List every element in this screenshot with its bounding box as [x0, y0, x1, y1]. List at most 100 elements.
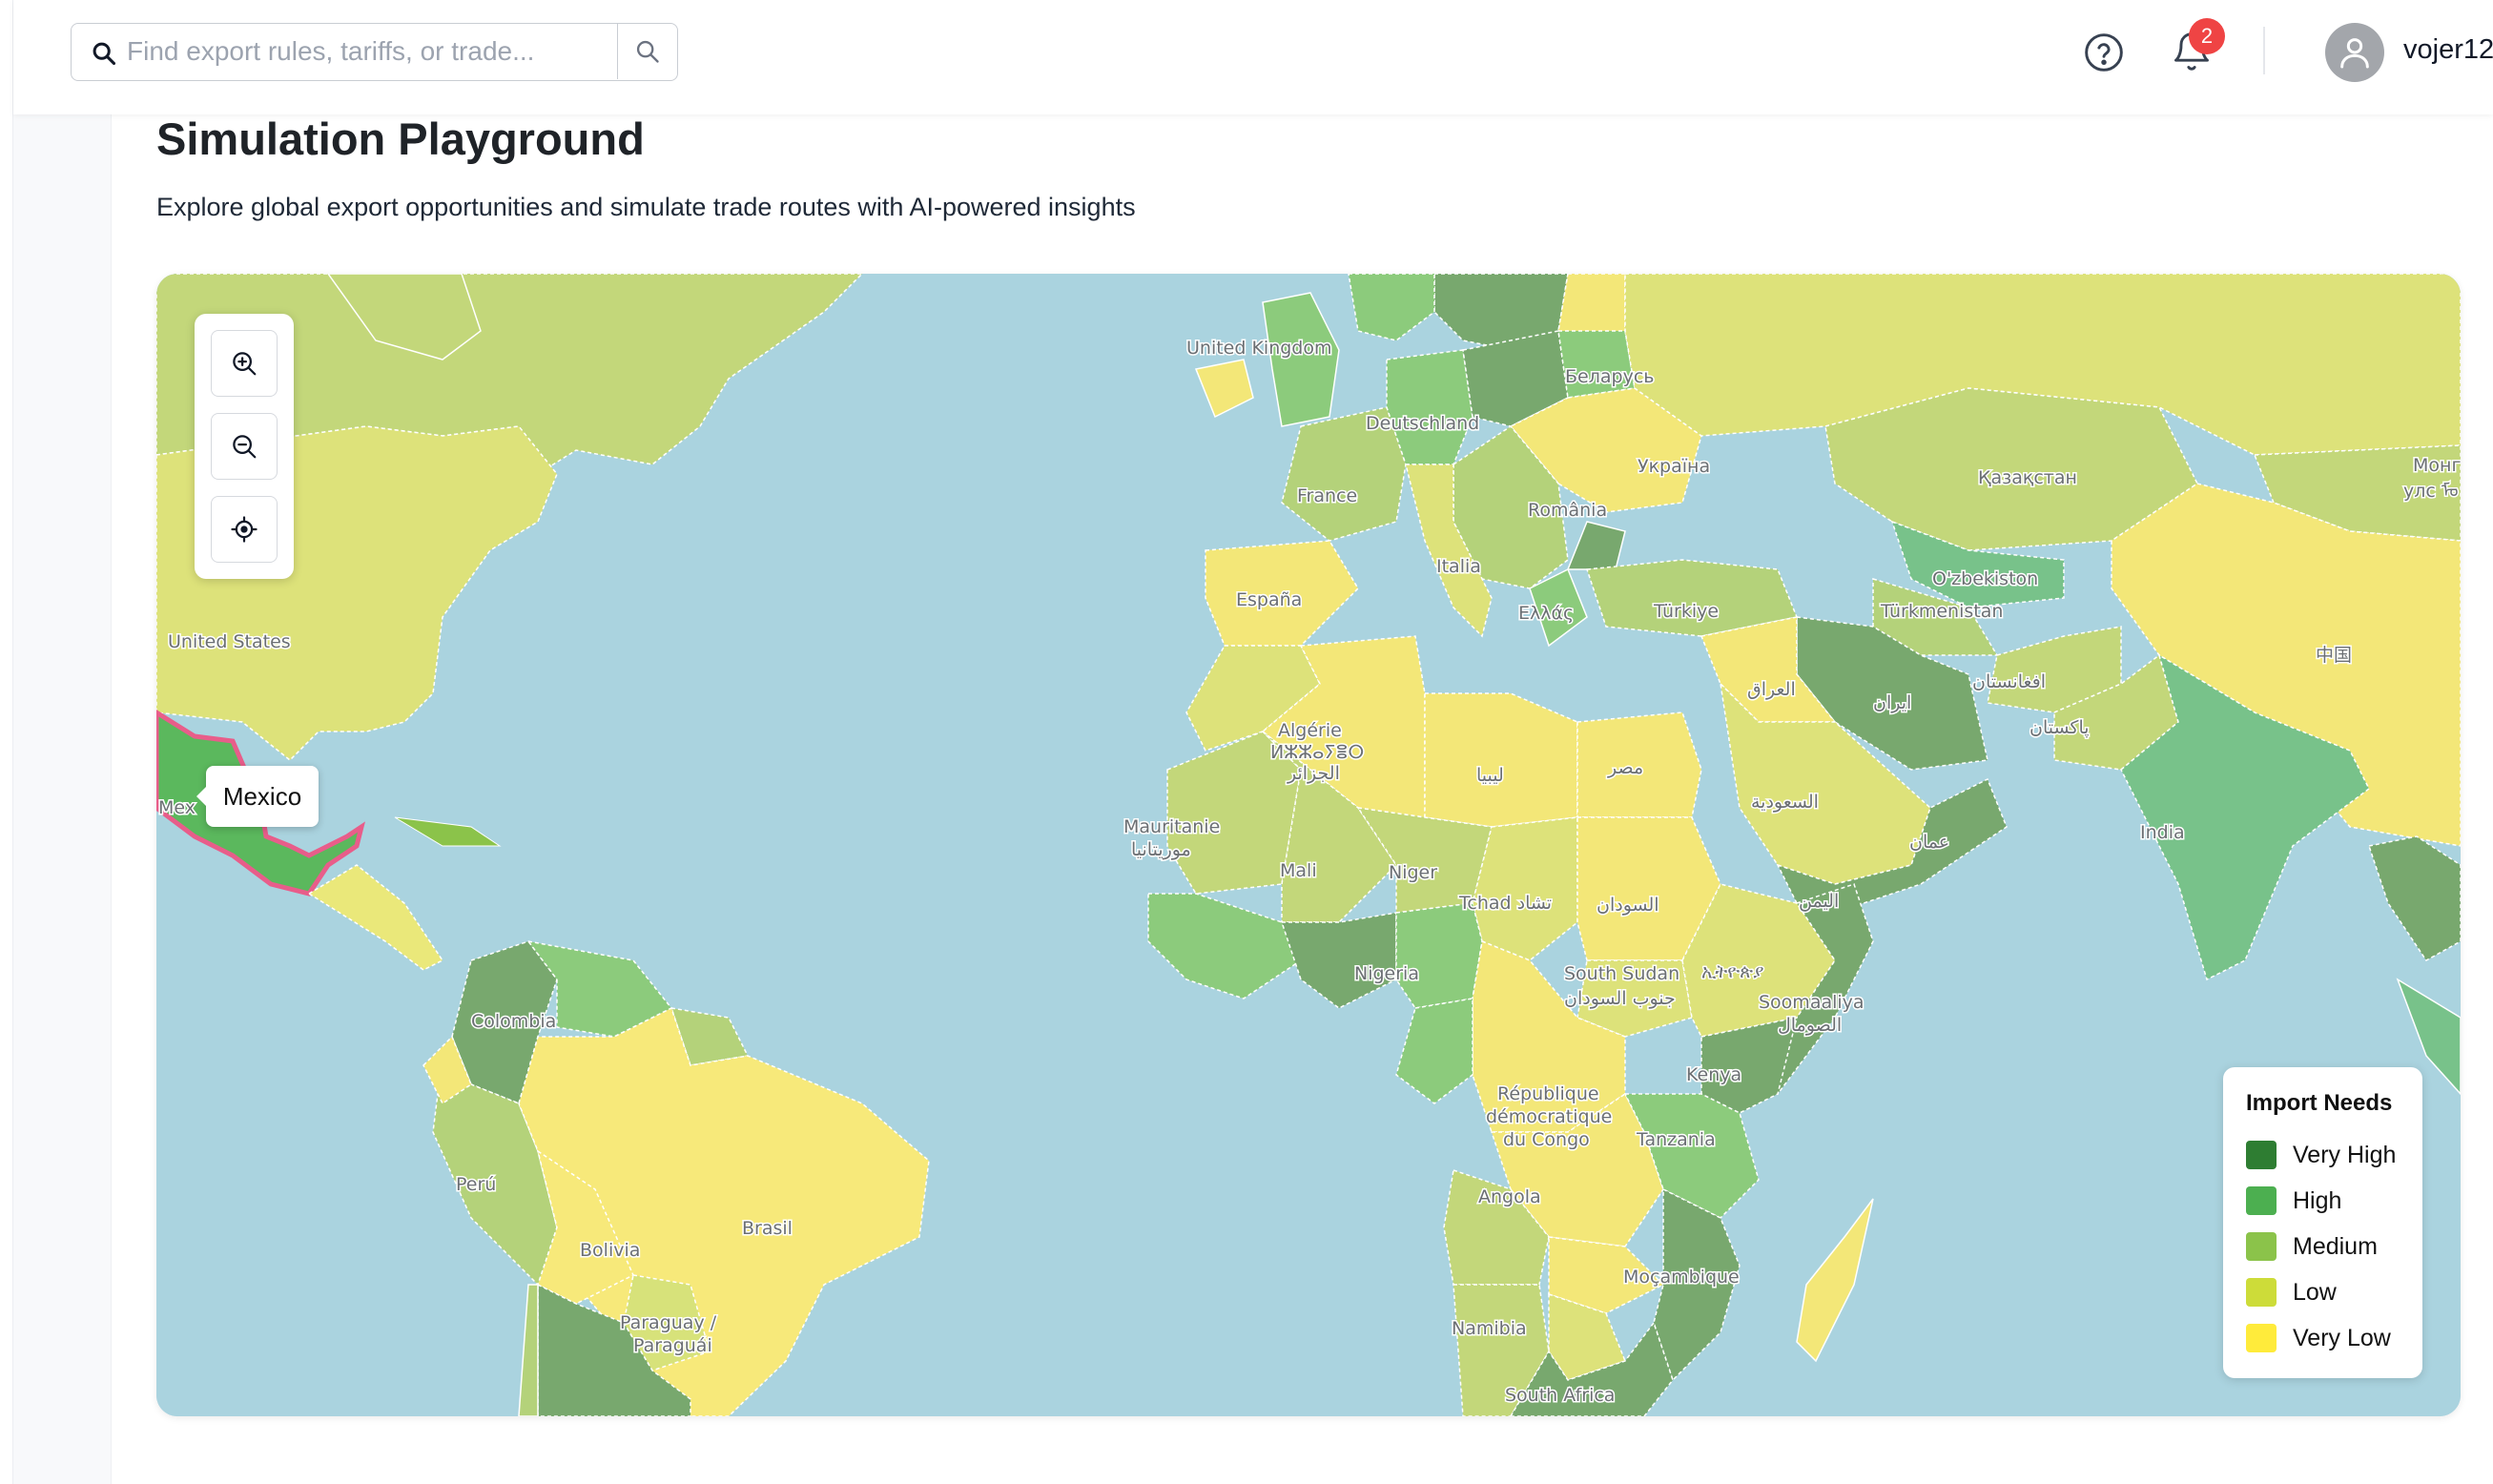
region-ecuador[interactable] — [422, 1035, 472, 1105]
zoom-in-icon — [233, 352, 257, 376]
region-greenland-area[interactable] — [327, 274, 482, 361]
legend-swatch — [2246, 1232, 2277, 1261]
region-chile-strip[interactable] — [518, 1284, 539, 1416]
legend-swatch — [2246, 1141, 2277, 1169]
map-label: South Sudan — [1564, 963, 1679, 984]
map-label: ليبيا — [1476, 765, 1504, 786]
region-niger[interactable] — [1356, 807, 1493, 914]
map-label: Беларусь — [1565, 366, 1654, 387]
region-caribbean[interactable] — [394, 816, 502, 847]
region-italy[interactable] — [1405, 464, 1493, 638]
region-uzbekistan[interactable] — [1890, 520, 2065, 608]
notification-badge: 2 — [2189, 18, 2225, 54]
legend-label: Very Low — [2293, 1324, 2391, 1351]
region-afghanistan[interactable] — [1987, 626, 2122, 713]
locate-icon — [231, 516, 258, 543]
map-label: Paraguái — [633, 1335, 712, 1356]
region-norway[interactable] — [1348, 274, 1435, 341]
region-saudi-arabia[interactable] — [1719, 681, 1931, 885]
map-label: 中国 — [2316, 645, 2352, 666]
legend-swatch — [2246, 1324, 2277, 1352]
region-turkmenistan[interactable] — [1872, 577, 1999, 656]
search-input[interactable] — [127, 31, 604, 72]
legend-item: Very High — [2246, 1140, 2396, 1170]
region-belarus[interactable] — [1557, 330, 1636, 399]
region-madagascar[interactable] — [1796, 1198, 1874, 1363]
map-label: Colombia — [471, 1011, 556, 1032]
region-china[interactable] — [2111, 483, 2461, 847]
legend: Import Needs Very High High Medium Low V… — [2223, 1067, 2422, 1378]
map-label: Namibia — [1452, 1318, 1527, 1339]
zoom-out-icon — [233, 435, 257, 459]
region-malaysia[interactable] — [2396, 978, 2461, 1096]
map-label: السودان — [1597, 895, 1659, 916]
map-label: Algérie — [1278, 720, 1342, 741]
map-label: Tchad تشاد — [1458, 893, 1552, 914]
map-label: الجزائر — [1287, 763, 1340, 784]
map-label: India — [2140, 822, 2185, 843]
region-mozambique[interactable] — [1653, 1187, 1741, 1382]
zoom-out-button[interactable] — [211, 413, 278, 480]
region-india[interactable] — [2120, 653, 2370, 981]
map-controls — [195, 314, 294, 579]
map-label: République — [1497, 1083, 1599, 1104]
map-label: Italia — [1436, 556, 1481, 577]
legend-item: Very Low — [2246, 1323, 2391, 1353]
help-button[interactable] — [2083, 31, 2125, 73]
region-egypt[interactable] — [1576, 711, 1702, 818]
locate-button[interactable] — [211, 496, 278, 563]
region-zambia[interactable] — [1548, 1236, 1665, 1314]
region-bolivia[interactable] — [536, 1149, 634, 1305]
zoom-in-button[interactable] — [211, 330, 278, 397]
help-icon — [2085, 33, 2123, 72]
map-label: السعودية — [1751, 792, 1819, 813]
region-venezuela[interactable] — [526, 939, 673, 1038]
region-paraguay[interactable] — [623, 1274, 711, 1371]
map-label: عمان — [1909, 832, 1949, 853]
region-germany[interactable] — [1386, 349, 1473, 465]
world-map[interactable]: United Kingdom Беларусь Deutschland Укра… — [156, 274, 2461, 1416]
region-south-sudan[interactable] — [1576, 959, 1693, 1038]
map-label: اليمن — [1799, 891, 1839, 912]
region-uk[interactable] — [1262, 292, 1340, 427]
legend-label: High — [2293, 1186, 2342, 1214]
left-rail — [0, 0, 13, 1484]
map-label: Mali — [1280, 860, 1317, 881]
map-label: Монг — [2413, 455, 2461, 476]
avatar[interactable] — [2325, 23, 2384, 82]
region-central-america[interactable] — [307, 864, 444, 971]
user-icon — [2340, 38, 2369, 69]
region-argentina-chile[interactable] — [537, 1283, 691, 1416]
map-label: Niger — [1389, 862, 1437, 883]
region-canada[interactable] — [156, 274, 864, 476]
region-sudan[interactable] — [1576, 816, 1721, 961]
legend-label: Low — [2293, 1278, 2337, 1306]
region-tanzania[interactable] — [1623, 1093, 1760, 1219]
map-label: ایران — [1873, 692, 1911, 713]
legend-title: Import Needs — [2246, 1090, 2393, 1116]
region-west-africa-coast[interactable] — [1147, 893, 1302, 1000]
region-kenya[interactable] — [1700, 1017, 1799, 1114]
region-south-africa[interactable] — [1510, 1321, 1674, 1416]
map-label: du Congo — [1503, 1129, 1590, 1150]
region-libya[interactable] — [1424, 692, 1578, 828]
map-tooltip: Mexico — [196, 766, 319, 827]
region-ireland[interactable] — [1194, 359, 1254, 419]
region-southeast-asia[interactable] — [2368, 835, 2461, 961]
map-label: Ελλάς — [1518, 603, 1574, 624]
search-button[interactable] — [617, 24, 677, 79]
region-greece[interactable] — [1529, 567, 1588, 648]
region-cameroon[interactable] — [1395, 998, 1473, 1104]
map-label: улс ᠮᠣ — [2403, 481, 2459, 502]
region-iran[interactable] — [1796, 616, 1988, 771]
legend-swatch — [2246, 1278, 2277, 1307]
region-nigeria[interactable] — [1395, 902, 1483, 1009]
map-label: Tanzania — [1636, 1129, 1716, 1150]
map-canvas[interactable]: United Kingdom Беларусь Deutschland Укра… — [156, 274, 2461, 1416]
page-title: Simulation Playground — [156, 113, 645, 164]
region-namibia[interactable] — [1453, 1284, 1550, 1416]
username[interactable]: vojer12 — [2403, 34, 2493, 65]
search-box — [71, 23, 678, 81]
sidebar — [13, 114, 112, 1484]
legend-item: Low — [2246, 1277, 2337, 1308]
